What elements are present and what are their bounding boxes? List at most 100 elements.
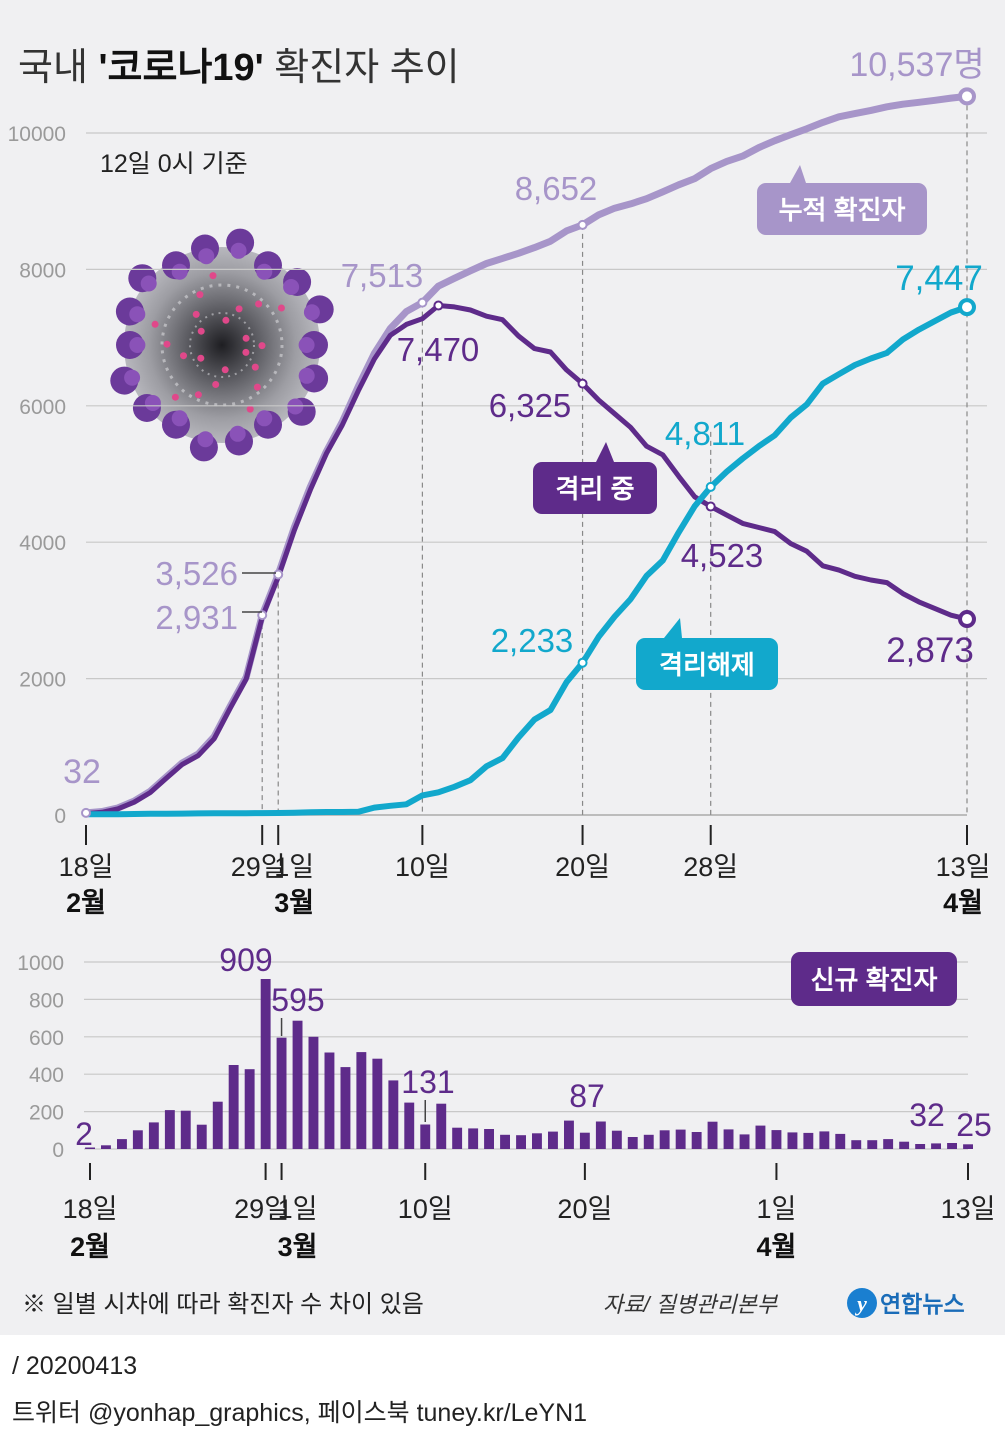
virus-spike-inner	[256, 263, 273, 280]
series-line-isolation	[83, 303, 970, 817]
bar-new-cases	[468, 1128, 479, 1149]
bar-new-cases	[244, 1069, 255, 1149]
virus-spike-inner	[140, 275, 157, 292]
data-label: 4,523	[681, 537, 764, 574]
footer-social: 트위터 @yonhap_graphics, 페이스북 tuney.kr/LeYN…	[12, 1399, 588, 1427]
virus-dot	[258, 342, 266, 350]
source-note: 자료/ 질병관리본부	[603, 1292, 779, 1317]
bottom-x-tick-label: 1일	[278, 1194, 318, 1224]
bottom-x-tick-label: 13일	[941, 1194, 996, 1224]
bottom-x-tick-label: 10일	[398, 1194, 453, 1224]
bottom-x-tick-label: 29일	[234, 1194, 289, 1224]
data-point-marker	[958, 87, 976, 106]
virus-dot	[251, 363, 259, 371]
bar-data-label: 87	[569, 1078, 605, 1114]
bar-new-cases	[484, 1129, 494, 1149]
bar-new-cases	[643, 1134, 654, 1149]
bar-new-cases	[372, 1058, 383, 1149]
bar-data-label: 131	[401, 1064, 454, 1100]
bar-new-cases	[739, 1134, 750, 1149]
top-x-tick-label: 20일	[555, 852, 610, 882]
data-label: 6,325	[489, 387, 572, 424]
top-x-tick-label: 29일	[231, 852, 286, 882]
bar-new-cases	[627, 1137, 638, 1149]
data-point-marker	[577, 378, 588, 389]
data-point-marker	[705, 501, 716, 512]
virus-spike-inner	[229, 425, 246, 442]
legend-released: 격리해제	[636, 618, 778, 690]
bar-new-cases	[691, 1132, 702, 1149]
bar-new-cases	[931, 1143, 941, 1149]
bar-new-cases	[101, 1145, 111, 1149]
data-point-marker	[958, 298, 976, 317]
bar-new-cases	[883, 1139, 894, 1149]
bar-new-cases	[85, 1147, 95, 1149]
virus-spike-inner	[129, 306, 146, 323]
bottom-y-tick-label: 800	[29, 989, 64, 1012]
virus-dot	[197, 354, 205, 362]
data-label: 8,652	[515, 170, 598, 207]
top-chart-markers	[81, 87, 976, 818]
basis-note: 12일 0시 기준	[100, 150, 248, 178]
bar-new-cases	[707, 1121, 718, 1149]
data-label: 4,811	[665, 415, 745, 452]
virus-dot	[171, 393, 179, 401]
bar-new-cases	[564, 1120, 574, 1149]
data-label: 2,931	[155, 599, 238, 636]
bar-data-label: 25	[956, 1107, 992, 1143]
bottom-y-tick-label: 1000	[17, 952, 64, 975]
virus-spike-inner	[171, 263, 188, 280]
virus-dot	[221, 366, 229, 374]
top-chart-series	[82, 92, 971, 818]
bottom-x-month-label: 2월	[70, 1232, 110, 1262]
bottom-chart-bars	[85, 979, 973, 1149]
virus-dot	[151, 320, 159, 328]
bottom-y-tick-label: 400	[29, 1064, 64, 1087]
top-y-tick-label: 2000	[19, 669, 66, 692]
bar-new-cases	[771, 1130, 782, 1149]
virus-dot	[196, 291, 204, 299]
top-y-tick-label: 6000	[19, 396, 66, 419]
bar-new-cases	[548, 1131, 558, 1149]
bar-data-label: 595	[271, 982, 324, 1018]
virus-dot	[246, 405, 254, 413]
legend-isolation-label: 격리 중	[556, 474, 635, 504]
bar-new-cases	[276, 1037, 287, 1149]
virus-dot	[235, 305, 243, 313]
data-point-marker	[81, 807, 91, 818]
bar-new-cases	[340, 1067, 351, 1149]
top-y-tick-label: 4000	[19, 532, 66, 555]
data-label: 7,447	[895, 259, 983, 298]
virus-spike-inner	[287, 398, 304, 415]
bar-new-cases	[196, 1124, 207, 1149]
bar-data-label: 32	[909, 1097, 945, 1133]
legend-new-cases: 신규 확진자	[791, 952, 957, 1006]
top-y-tick-label: 10000	[8, 123, 66, 146]
bar-new-cases	[164, 1110, 175, 1149]
data-point-marker	[257, 610, 268, 621]
data-label: 3,526	[155, 555, 238, 592]
top-x-tick-label: 13일	[936, 852, 991, 882]
legend-released-label: 격리해제	[659, 650, 755, 680]
virus-dot	[192, 310, 200, 318]
bottom-x-tick-label: 20일	[557, 1194, 612, 1224]
virus-spike-inner	[230, 242, 247, 259]
data-label: 2,873	[886, 631, 974, 670]
data-point-marker	[577, 219, 588, 230]
top-x-month-label: 3월	[274, 888, 314, 918]
bar-new-cases	[117, 1139, 127, 1149]
data-label: 10,537명	[849, 46, 984, 84]
bar-new-cases	[436, 1103, 447, 1149]
virus-spike-inner	[144, 395, 161, 411]
virus-dot	[242, 334, 250, 342]
bar-new-cases	[915, 1144, 926, 1149]
top-x-month-label: 2월	[66, 888, 106, 918]
bottom-x-tick-label: 1일	[757, 1194, 797, 1224]
bar-new-cases	[308, 1036, 319, 1149]
virus-dot	[253, 383, 261, 391]
coronavirus-icon	[110, 228, 334, 462]
bottom-y-tick-label: 0	[52, 1139, 64, 1162]
top-x-tick-label: 10일	[395, 852, 450, 882]
virus-spike-inner	[129, 337, 146, 353]
